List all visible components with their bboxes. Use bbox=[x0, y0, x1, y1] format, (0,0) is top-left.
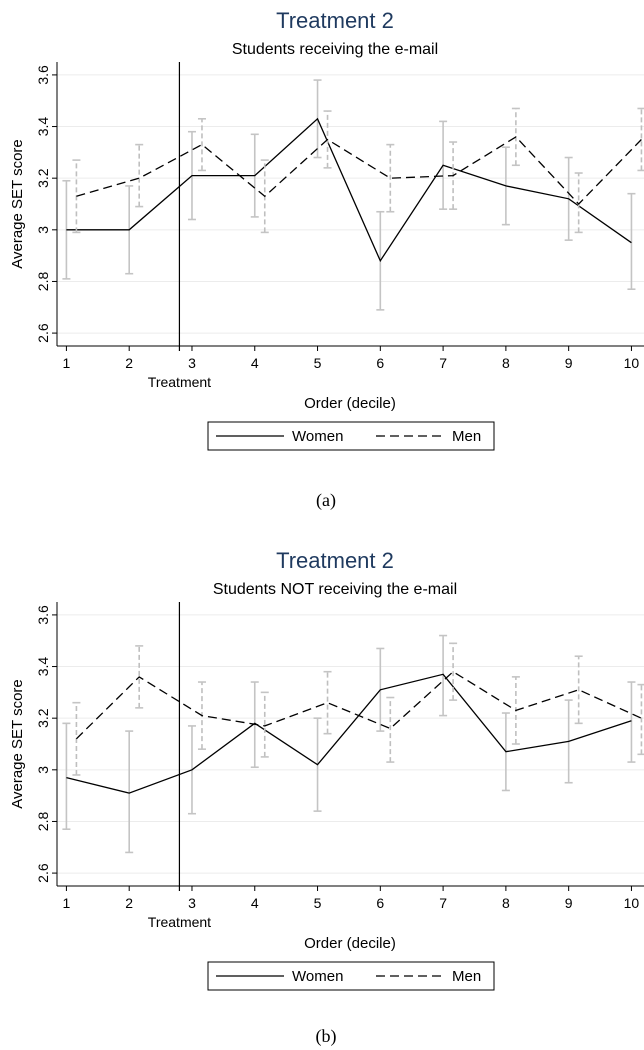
y-tick-label: 3.2 bbox=[35, 708, 51, 728]
x-tick-label: 8 bbox=[502, 895, 510, 911]
y-tick-label: 3.2 bbox=[35, 168, 51, 188]
y-tick-label: 3 bbox=[35, 766, 51, 774]
x-tick-label: 1 bbox=[63, 895, 71, 911]
x-tick-label: 1 bbox=[63, 355, 71, 371]
chart-subtitle: Students receiving the e-mail bbox=[232, 41, 438, 58]
y-axis-title: Average SET score bbox=[9, 139, 26, 269]
x-tick-label: 4 bbox=[251, 895, 259, 911]
y-axis-title: Average SET score bbox=[9, 679, 26, 809]
series-line-women bbox=[66, 117, 632, 263]
series-line-men bbox=[75, 670, 642, 740]
chart-title: Treatment 2 bbox=[276, 548, 394, 573]
x-tick-label: 8 bbox=[502, 355, 510, 371]
y-tick-label: 3.6 bbox=[35, 65, 51, 85]
y-tick-label: 2.8 bbox=[35, 812, 51, 832]
x-tick-label: 2 bbox=[125, 355, 133, 371]
x-axis-title: Order (decile) bbox=[304, 935, 396, 952]
y-tick-label: 3.6 bbox=[35, 605, 51, 625]
x-axis-title: Order (decile) bbox=[304, 395, 396, 412]
legend-label-women: Women bbox=[292, 428, 343, 445]
treatment-label: Treatment bbox=[148, 914, 211, 930]
chart-panel-a: Treatment 2 Students receiving the e-mail… bbox=[9, 8, 644, 511]
legend-label-men: Men bbox=[452, 428, 481, 445]
series-line-men bbox=[76, 136, 642, 205]
y-tick-label: 3.4 bbox=[35, 657, 51, 677]
x-tick-label: 6 bbox=[376, 895, 384, 911]
y-tick-label: 2.6 bbox=[35, 863, 51, 883]
x-tick-label: 5 bbox=[314, 895, 322, 911]
treatment-label: Treatment bbox=[148, 374, 211, 390]
legend: Women Men bbox=[207, 961, 495, 991]
x-tick-label: 5 bbox=[314, 355, 322, 371]
x-tick-label: 3 bbox=[188, 355, 196, 371]
figure-caption: (a) bbox=[316, 490, 336, 511]
x-tick-label: 4 bbox=[251, 355, 259, 371]
series-line-women bbox=[66, 673, 632, 794]
legend: Women Men bbox=[207, 421, 495, 451]
y-tick-label: 2.6 bbox=[35, 323, 51, 343]
x-tick-label: 2 bbox=[125, 895, 133, 911]
x-tick-label: 7 bbox=[439, 355, 447, 371]
chart-title: Treatment 2 bbox=[276, 8, 394, 33]
x-tick-label: 10 bbox=[624, 355, 640, 371]
x-tick-label: 3 bbox=[188, 895, 196, 911]
figure-caption: (b) bbox=[316, 1026, 337, 1047]
x-tick-label: 9 bbox=[565, 895, 573, 911]
x-tick-label: 6 bbox=[376, 355, 384, 371]
y-tick-label: 3 bbox=[35, 226, 51, 234]
y-tick-label: 3.4 bbox=[35, 117, 51, 137]
chart-subtitle: Students NOT receiving the e-mail bbox=[213, 581, 457, 598]
legend-label-women: Women bbox=[292, 968, 343, 985]
x-tick-label: 7 bbox=[439, 895, 447, 911]
x-tick-label: 10 bbox=[624, 895, 640, 911]
x-tick-label: 9 bbox=[565, 355, 573, 371]
legend-label-men: Men bbox=[452, 968, 481, 985]
y-tick-label: 2.8 bbox=[35, 272, 51, 292]
chart-panel-b: Treatment 2 Students NOT receiving the e-… bbox=[9, 548, 644, 1047]
